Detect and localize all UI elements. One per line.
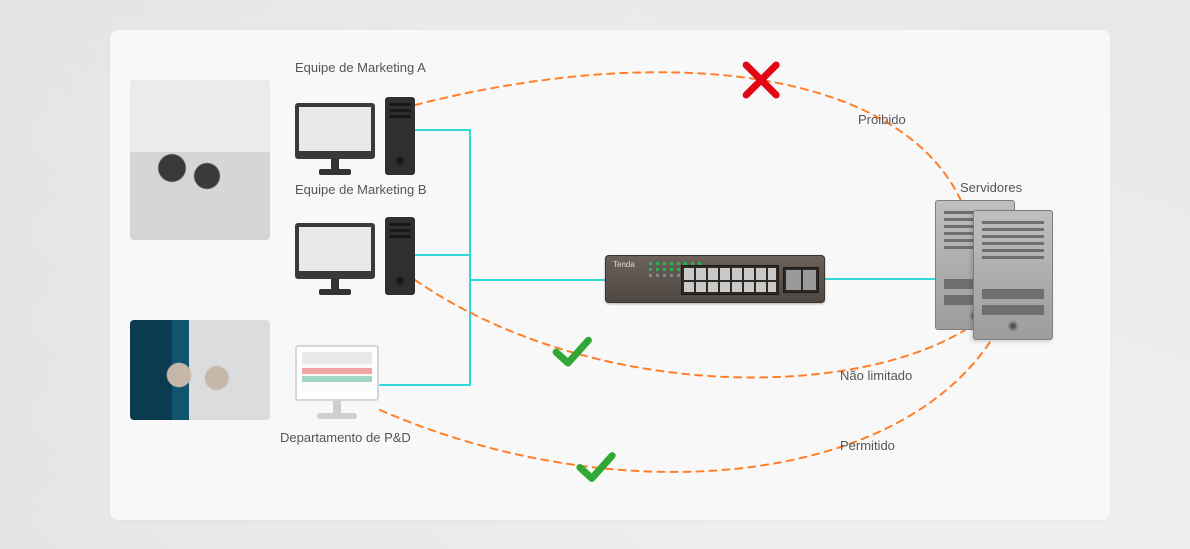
server-icon [973, 210, 1053, 340]
diagram-panel: Tenda Equipe de Marketing A Equipe de Ma… [110, 30, 1110, 520]
label-rnd: Departamento de P&D [280, 430, 411, 445]
pc-team-a [295, 80, 415, 175]
label-unlimited: Não limitado [840, 368, 912, 383]
label-permitted: Permitido [840, 438, 895, 453]
label-servers: Servidores [960, 180, 1022, 195]
network-switch: Tenda [605, 255, 825, 303]
workstation-rnd [295, 345, 379, 423]
lab-photo [130, 320, 270, 420]
label-team-a: Equipe de Marketing A [295, 60, 426, 75]
office-photo [130, 80, 270, 240]
pc-team-b [295, 200, 415, 295]
label-team-b: Equipe de Marketing B [295, 182, 427, 197]
servers-group [925, 200, 1065, 340]
label-prohibited: Proibido [858, 112, 906, 127]
